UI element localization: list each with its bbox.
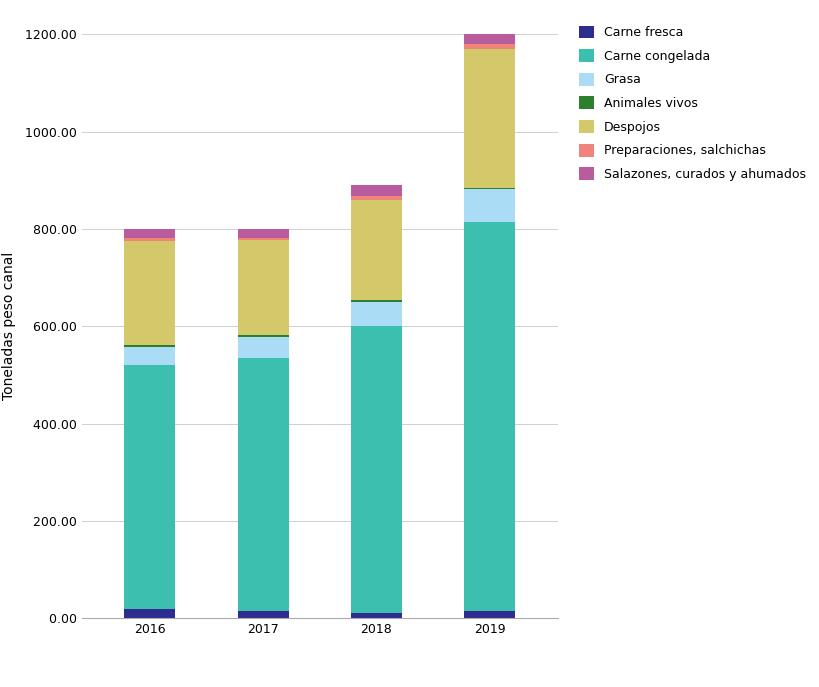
Legend: Carne fresca, Carne congelada, Grasa, Animales vivos, Despojos, Preparaciones, s: Carne fresca, Carne congelada, Grasa, An… (573, 21, 810, 186)
Bar (238, 238, 288, 240)
Bar (238, 337, 288, 359)
Bar (351, 302, 401, 326)
Bar (464, 222, 514, 611)
Bar (124, 609, 175, 618)
Bar (464, 189, 514, 222)
Bar (351, 613, 401, 618)
Y-axis label: Toneladas peso canal: Toneladas peso canal (2, 252, 16, 401)
Bar (464, 44, 514, 49)
Bar (238, 611, 288, 618)
Bar (464, 34, 514, 44)
Bar (124, 229, 175, 238)
Bar (124, 365, 175, 609)
Bar (124, 347, 175, 365)
Bar (351, 300, 401, 302)
Bar (124, 346, 175, 347)
Bar (238, 335, 288, 337)
Bar (351, 326, 401, 613)
Bar (464, 49, 514, 188)
Bar (238, 359, 288, 611)
Bar (351, 201, 401, 300)
Bar (464, 188, 514, 189)
Bar (124, 240, 175, 346)
Bar (124, 238, 175, 240)
Bar (351, 185, 401, 196)
Bar (351, 196, 401, 201)
Bar (464, 611, 514, 618)
Bar (238, 240, 288, 335)
Bar (238, 229, 288, 238)
